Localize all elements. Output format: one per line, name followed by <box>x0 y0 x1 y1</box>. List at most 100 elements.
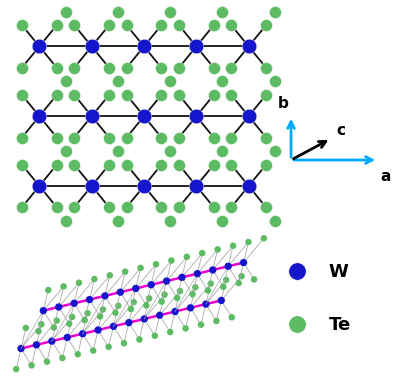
Point <box>36 43 42 50</box>
Point <box>123 92 130 98</box>
Point <box>69 314 75 320</box>
Point <box>62 218 69 224</box>
Point <box>136 336 142 343</box>
Point <box>123 65 130 71</box>
Point <box>236 280 242 286</box>
Point <box>54 65 60 71</box>
Point <box>130 299 137 305</box>
Point <box>229 314 235 320</box>
Point <box>90 347 96 354</box>
Point <box>54 317 60 323</box>
Point <box>19 92 25 98</box>
Point <box>54 134 60 141</box>
Point <box>192 284 198 290</box>
Point <box>110 323 117 329</box>
Point <box>156 312 163 318</box>
Point <box>272 218 278 224</box>
Point <box>177 288 183 294</box>
Point <box>219 8 226 14</box>
Point <box>174 295 180 301</box>
Point <box>107 272 113 279</box>
Point <box>294 321 300 327</box>
Point <box>167 218 173 224</box>
Point <box>263 204 269 210</box>
Point <box>163 278 170 284</box>
Point <box>294 267 300 274</box>
Point <box>219 218 226 224</box>
Point <box>106 204 112 210</box>
Point <box>80 331 86 337</box>
Point <box>213 318 220 324</box>
Point <box>54 22 60 28</box>
Point <box>71 22 78 28</box>
Point <box>33 342 40 348</box>
Point <box>158 162 165 168</box>
Point <box>210 162 217 168</box>
Point <box>210 22 217 28</box>
Point <box>148 282 154 288</box>
Point <box>143 302 150 308</box>
Point <box>49 338 55 344</box>
Point <box>193 183 200 189</box>
Point <box>146 295 152 301</box>
Point <box>28 362 35 368</box>
Point <box>64 335 70 341</box>
Point <box>123 204 130 210</box>
Point <box>45 287 51 293</box>
Point <box>158 22 165 28</box>
Point <box>193 113 200 119</box>
Point <box>106 22 112 28</box>
Point <box>176 134 182 141</box>
Point <box>54 162 60 168</box>
Point <box>210 204 217 210</box>
Point <box>123 162 130 168</box>
Point <box>115 148 121 154</box>
Point <box>66 321 72 327</box>
Point <box>223 277 229 283</box>
Point <box>168 258 175 264</box>
Point <box>106 92 112 98</box>
Point <box>219 78 226 84</box>
Point <box>210 134 217 141</box>
Point <box>97 313 103 319</box>
Point <box>132 285 139 291</box>
Point <box>19 204 25 210</box>
Point <box>158 204 165 210</box>
Point <box>199 250 206 256</box>
Point <box>272 148 278 154</box>
Point <box>203 301 209 307</box>
Point <box>167 8 173 14</box>
Point <box>62 148 69 154</box>
Point <box>23 325 29 331</box>
Point <box>153 261 159 267</box>
Text: a: a <box>381 169 391 184</box>
Point <box>59 355 66 361</box>
Point <box>141 113 147 119</box>
Point <box>71 65 78 71</box>
Point <box>263 92 269 98</box>
Point <box>210 267 216 273</box>
Point <box>218 298 224 304</box>
Point <box>189 291 196 297</box>
Point <box>263 65 269 71</box>
Point <box>115 78 121 84</box>
Point <box>141 316 148 322</box>
Point <box>228 162 234 168</box>
Point <box>228 22 234 28</box>
Point <box>106 162 112 168</box>
Text: b: b <box>278 96 289 111</box>
Point <box>102 293 108 299</box>
Point <box>86 296 93 303</box>
Point <box>62 8 69 14</box>
Point <box>263 22 269 28</box>
Point <box>263 162 269 168</box>
Point <box>245 239 252 245</box>
Point <box>141 183 147 189</box>
Point <box>123 22 130 28</box>
Point <box>112 310 119 316</box>
Point <box>220 284 226 290</box>
Point <box>35 328 42 334</box>
Point <box>228 204 234 210</box>
Text: W: W <box>329 263 348 281</box>
Point <box>13 366 19 372</box>
